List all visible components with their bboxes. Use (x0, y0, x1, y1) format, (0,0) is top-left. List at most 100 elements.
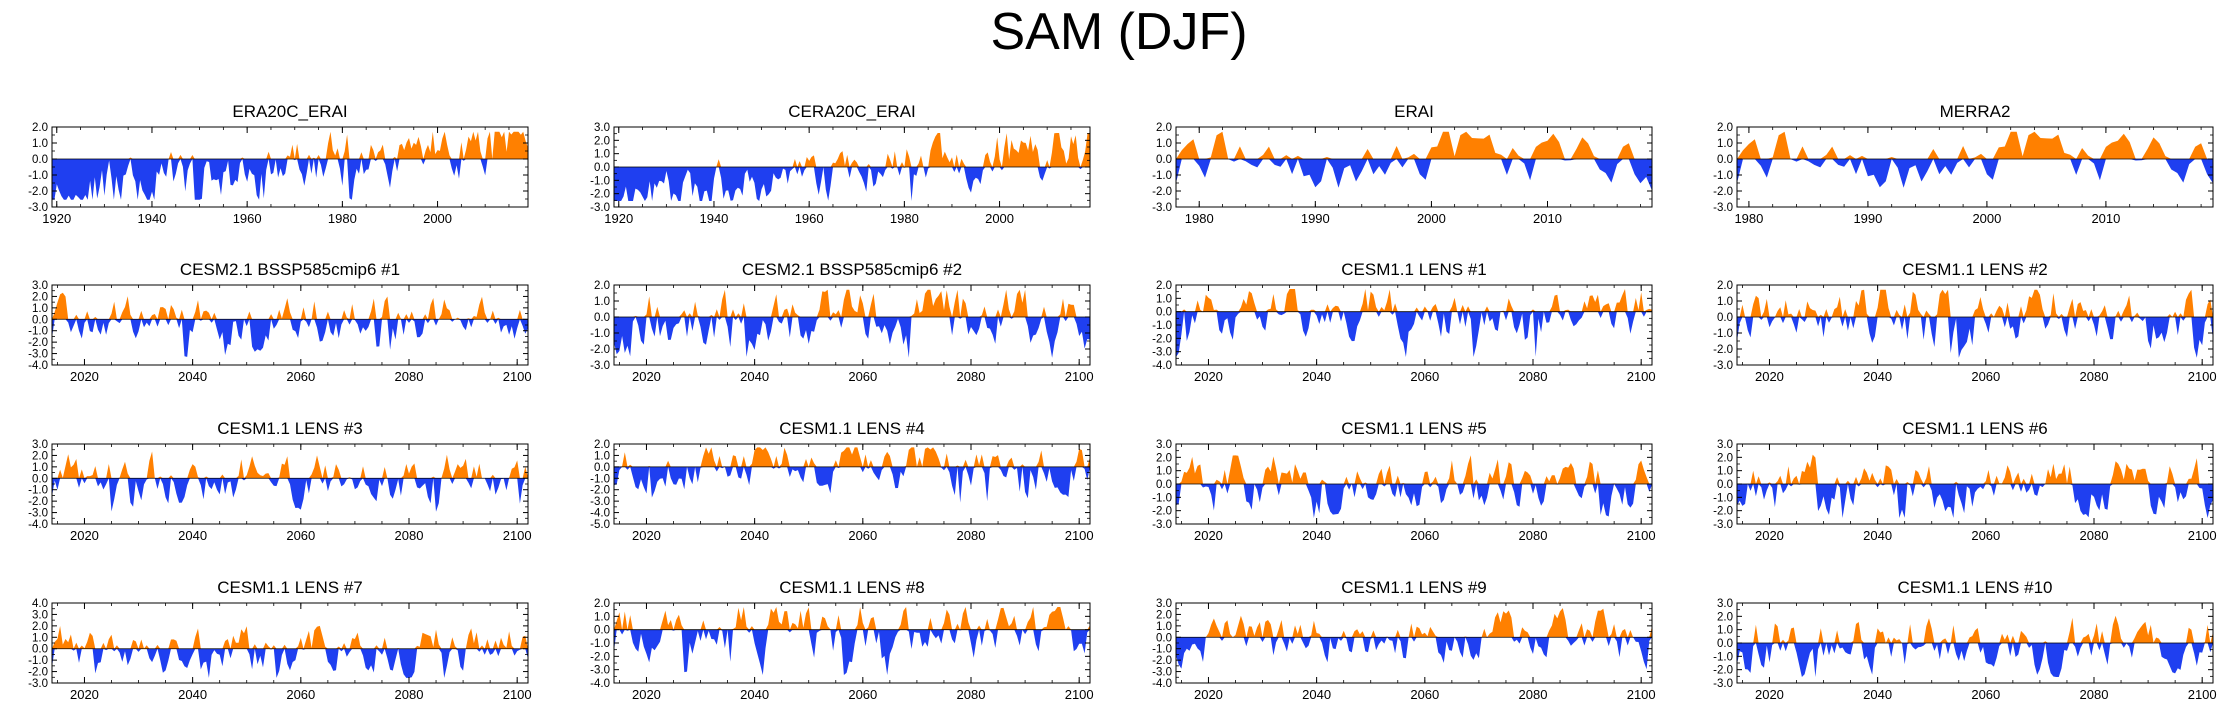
y-tick-label: 0.0 (32, 154, 48, 166)
x-tick-label: 2000 (985, 211, 1014, 226)
y-tick-label: -1.0 (28, 485, 48, 497)
x-tick-label: 2040 (740, 369, 769, 384)
y-tick-label: 2.0 (1717, 611, 1733, 623)
y-tick-label: 2.0 (32, 291, 48, 303)
x-tick-label: 2100 (2188, 528, 2217, 543)
y-tick-label: 2.0 (32, 122, 48, 134)
y-tick-label: -2.0 (1152, 186, 1172, 198)
y-tick-label: -3.0 (590, 496, 610, 508)
panel: CESM2.1 BSSP585cmip6 #2 2.0 1.0 0.0 -1.0 -2.0… (590, 260, 1093, 384)
x-tick-label: 2080 (957, 687, 986, 702)
x-tick-label: 2040 (1302, 528, 1331, 543)
y-tick-label: 1.0 (1156, 621, 1172, 633)
x-tick-label: 2040 (1863, 369, 1892, 384)
y-tick-label: 0.0 (594, 625, 610, 637)
y-tick-label: -3.0 (1713, 519, 1733, 531)
x-tick-label: 2040 (1302, 687, 1331, 702)
positive-area (1176, 131, 1652, 159)
y-tick-label: -2.0 (1152, 655, 1172, 667)
x-tick-label: 2060 (848, 369, 877, 384)
positive-area (52, 131, 528, 159)
y-tick-label: 0.0 (1717, 312, 1733, 324)
x-tick-label: 2060 (286, 528, 315, 543)
panel: CESM1.1 LENS #5 3.02.0 1.00.0-1.0 -2.0-3.0 2… (1152, 419, 1655, 543)
x-tick-label: 1960 (795, 211, 824, 226)
x-tick-label: 2060 (1410, 369, 1439, 384)
x-tick-label: 1980 (890, 211, 919, 226)
y-tick-label: 2.0 (594, 439, 610, 451)
panel-title: CESM1.1 LENS #2 (1902, 260, 2048, 279)
negative-area (614, 629, 1090, 675)
x-tick-label: 2080 (1519, 369, 1548, 384)
positive-area (1176, 608, 1652, 638)
y-tick-label: 0.0 (1717, 154, 1733, 166)
y-tick-label: -2.0 (1713, 665, 1733, 677)
y-tick-label: -1.0 (28, 326, 48, 338)
panel-title: CESM1.1 LENS #7 (217, 578, 363, 597)
y-tick-label: 2.0 (1717, 280, 1733, 292)
positive-area (614, 133, 1090, 167)
y-tick-label: 0.0 (1156, 154, 1172, 166)
y-tick-label: 1.0 (1156, 138, 1172, 150)
y-tick-label: 0.0 (1156, 479, 1172, 491)
x-tick-label: 1920 (42, 211, 71, 226)
x-tick-label: 1940 (137, 211, 166, 226)
y-tick-label: 1.0 (32, 303, 48, 315)
panel: CESM1.1 LENS #7 4.03.02.01.00.0-1.0-2.0-3… (28, 578, 531, 702)
x-tick-label: 2080 (957, 528, 986, 543)
x-tick-label: 2040 (1863, 528, 1892, 543)
positive-area (1737, 454, 2213, 484)
x-tick-label: 2100 (503, 687, 532, 702)
panel-title: CESM1.1 LENS #5 (1341, 419, 1487, 438)
x-tick-label: 2020 (70, 687, 99, 702)
x-tick-label: 1920 (604, 211, 633, 226)
positive-area (1737, 131, 2213, 159)
y-tick-label: 3.0 (1717, 439, 1733, 451)
x-tick-label: 1990 (1853, 211, 1882, 226)
y-tick-label: -1.0 (1713, 651, 1733, 663)
positive-area (1176, 289, 1652, 312)
panel-title: CESM1.1 LENS #3 (217, 419, 363, 438)
y-tick-label: -2.0 (28, 186, 48, 198)
y-tick-label: -2.0 (1713, 344, 1733, 356)
y-tick-label: 1.0 (32, 138, 48, 150)
x-tick-label: 2060 (1971, 687, 2000, 702)
negative-area (52, 648, 528, 678)
y-tick-label: 0.0 (594, 462, 610, 474)
y-tick-label: -1.0 (590, 473, 610, 485)
positive-area (52, 451, 528, 479)
panel-title: CESM1.1 LENS #8 (779, 578, 925, 597)
x-tick-label: 1980 (1734, 211, 1763, 226)
plot-frame (1736, 284, 2214, 366)
y-tick-label: 0.0 (594, 312, 610, 324)
positive-area (1737, 289, 2213, 317)
x-tick-label: 2020 (1194, 687, 1223, 702)
y-tick-label: -1.0 (1713, 492, 1733, 504)
x-tick-label: 2020 (632, 528, 661, 543)
negative-area (52, 478, 528, 512)
x-tick-label: 2040 (1863, 687, 1892, 702)
panel: CESM1.1 LENS #9 3.02.01.00.0-1.0-2.0-3.0-… (1152, 578, 1655, 702)
negative-area (1176, 159, 1652, 191)
x-tick-label: 2080 (1519, 687, 1548, 702)
x-tick-label: 2020 (1755, 528, 1784, 543)
y-tick-label: -3.0 (1713, 360, 1733, 372)
y-tick-label: 1.0 (1156, 293, 1172, 305)
y-tick-label: -3.0 (28, 508, 48, 520)
x-tick-label: 1990 (1301, 211, 1330, 226)
plot-frame (1736, 126, 2214, 208)
y-tick-label: 0.0 (32, 314, 48, 326)
y-tick-label: 3.0 (594, 122, 610, 134)
panel: CERA20C_ERAI 3.02.0 1.00.0-1.0 -2.0-3.01920… (590, 102, 1091, 226)
panel: CESM1.1 LENS #8 2.01.0 0.0-1.0-2.0 -3.0-4.0… (590, 578, 1093, 702)
y-tick-label: 1.0 (594, 450, 610, 462)
y-tick-label: 1.0 (1717, 466, 1733, 478)
y-tick-label: 2.0 (1156, 122, 1172, 134)
x-tick-label: 2040 (740, 528, 769, 543)
x-tick-label: 2100 (1627, 687, 1656, 702)
y-tick-label: -4.0 (28, 360, 48, 372)
y-tick-label: -1.0 (590, 175, 610, 187)
panel-title: CESM1.1 LENS #1 (1341, 260, 1487, 279)
x-tick-label: 2100 (503, 369, 532, 384)
